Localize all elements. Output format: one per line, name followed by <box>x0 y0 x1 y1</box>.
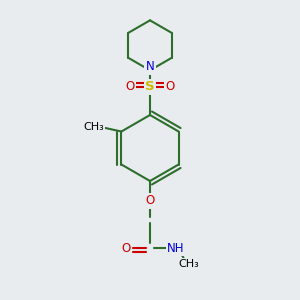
Text: S: S <box>145 80 155 94</box>
Text: N: N <box>146 61 154 74</box>
Text: NH: NH <box>167 242 185 254</box>
Text: O: O <box>125 80 135 94</box>
Text: O: O <box>122 242 130 254</box>
Text: O: O <box>165 80 175 94</box>
Text: O: O <box>146 194 154 208</box>
Text: CH₃: CH₃ <box>83 122 104 131</box>
Text: CH₃: CH₃ <box>178 259 200 269</box>
